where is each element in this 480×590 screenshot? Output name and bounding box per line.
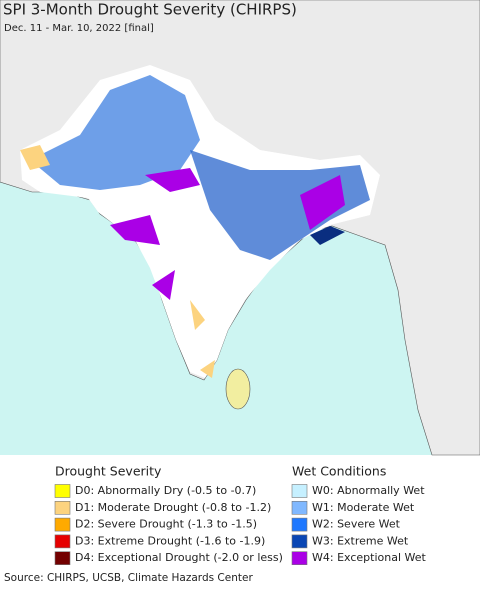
legend-swatch (291, 484, 308, 498)
legend-title: Drought Severity (55, 464, 162, 479)
legend-swatch (54, 484, 71, 498)
legend-swatch (291, 551, 308, 566)
source: Source: CHIRPS, UCSB, Climate Hazards Ce… (4, 572, 253, 584)
legend-label: D2: Severe Drought (-1.3 to -1.5) (75, 518, 257, 531)
title: SPI 3-Month Drought Severity (CHIRPS) (3, 1, 297, 19)
wet-region (30, 75, 200, 190)
wet-region (190, 150, 370, 260)
legend-label: W4: Exceptional Wet (312, 551, 427, 564)
legend-swatch (54, 517, 71, 532)
extreme-wet (310, 226, 345, 245)
legend-swatch (291, 534, 308, 549)
legend-label: D3: Extreme Drought (-1.6 to -1.9) (75, 534, 265, 547)
subtitle: Dec. 11 - Mar. 10, 2022 [final] (4, 23, 154, 34)
legend-title: Wet Conditions (292, 464, 386, 479)
legend-swatch (291, 500, 308, 515)
legend-label: D4: Exceptional Drought (-2.0 or less) (75, 551, 283, 564)
legend-label: W0: Abnormally Wet (312, 484, 425, 497)
legend: Drought Severity D0: Abnormally Dry (-0.5… (54, 464, 427, 566)
legend-swatch (291, 517, 308, 532)
legend-label: W1: Moderate Wet (312, 501, 415, 514)
legend-label: D0: Abnormally Dry (-0.5 to -0.7) (75, 484, 256, 497)
legend-label: W3: Extreme Wet (312, 534, 409, 547)
legend-swatch (54, 534, 71, 549)
legend-label: D1: Moderate Drought (-0.8 to -1.2) (75, 501, 271, 514)
sri-lanka (225, 368, 251, 410)
legend-swatch (54, 500, 71, 515)
legend-label: W2: Severe Wet (312, 518, 401, 531)
legend-swatch (54, 551, 71, 566)
